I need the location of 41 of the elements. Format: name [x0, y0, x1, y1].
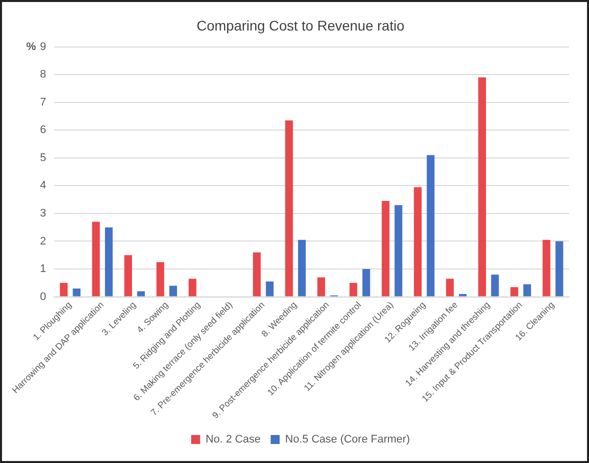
y-tick-label: 7 [40, 96, 46, 108]
y-axis-title: % [26, 40, 36, 53]
bar [60, 282, 68, 296]
bar [446, 278, 454, 296]
y-tick-label: 8 [40, 68, 46, 81]
bar [317, 277, 326, 296]
bar [414, 187, 422, 296]
bar [285, 120, 293, 296]
bar [394, 205, 402, 296]
y-tick-label: 3 [40, 208, 46, 220]
bar [252, 252, 261, 296]
bar [92, 222, 100, 296]
bar [523, 284, 532, 296]
bar [104, 227, 113, 296]
bar [298, 240, 306, 296]
bar [137, 291, 145, 296]
bar [542, 240, 550, 296]
chart-title: Comparing Cost to Revenue ratio [196, 17, 405, 34]
y-tick-label: 4 [40, 180, 46, 192]
bar [510, 287, 518, 296]
bar [362, 269, 370, 296]
bar [266, 282, 274, 296]
legend-label: No. 2 Case [206, 434, 261, 446]
bar [188, 278, 196, 296]
bar [72, 288, 81, 296]
y-tick-label: 2 [40, 235, 46, 248]
bar [478, 77, 486, 296]
y-tick-label: 1 [40, 263, 46, 276]
bar [426, 155, 434, 296]
bar [124, 255, 132, 296]
bar [350, 282, 358, 296]
y-tick-label: 0 [40, 290, 46, 303]
y-tick-label: 5 [40, 152, 46, 164]
y-tick-label: 9 [40, 40, 46, 53]
bar [156, 262, 164, 296]
bar [169, 286, 178, 296]
bar [491, 274, 499, 296]
legend-label: No.5 Case (Core Farmer) [285, 434, 410, 446]
y-tick-label: 6 [40, 124, 46, 136]
bar [382, 200, 390, 296]
bar [555, 241, 564, 296]
